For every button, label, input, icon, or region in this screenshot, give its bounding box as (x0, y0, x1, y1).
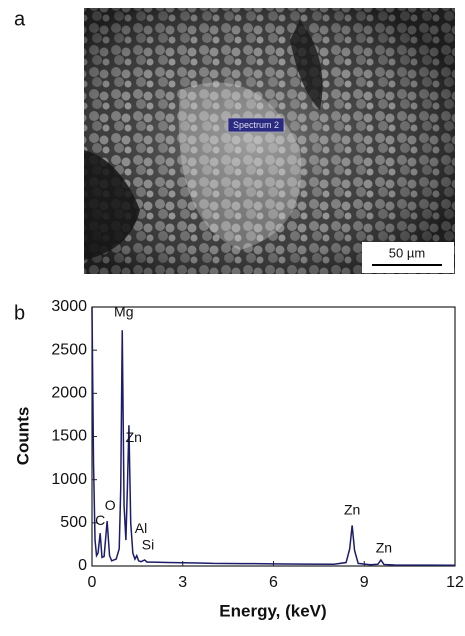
y-tick-label: 2500 (51, 341, 87, 358)
peak-label: Mg (114, 304, 133, 320)
x-tick-label: 9 (360, 574, 369, 591)
y-tick-label: 0 (78, 557, 87, 574)
peak-label: C (95, 512, 105, 528)
scale-bar-label: 50 µm (389, 245, 425, 260)
y-axis-title: Counts (13, 407, 32, 466)
spectrum-label: Spectrum 2 (233, 120, 279, 130)
panel-label: b (14, 302, 25, 324)
x-tick-label: 6 (269, 574, 278, 591)
y-tick-label: 1500 (51, 428, 87, 445)
y-tick-label: 1000 (51, 471, 87, 488)
y-tick-label: 2000 (51, 385, 87, 402)
y-tick-label: 3000 (51, 298, 87, 315)
peak-label: Zn (376, 539, 392, 555)
x-axis-title: Energy, (keV) (219, 601, 326, 620)
x-tick-label: 12 (446, 574, 464, 591)
panel-label: a (14, 8, 26, 30)
sem-image: Spectrum 2 50 µm (84, 8, 455, 274)
peak-label: O (105, 497, 116, 513)
peak-label: Al (135, 520, 147, 536)
y-tick-label: 500 (60, 514, 87, 531)
x-tick-label: 3 (178, 574, 187, 591)
peak-label: Zn (344, 501, 360, 517)
spectrum-line (91, 306, 456, 567)
peak-label: Zn (126, 429, 142, 445)
x-tick-label: 0 (88, 574, 97, 591)
peak-label: Si (142, 536, 154, 552)
